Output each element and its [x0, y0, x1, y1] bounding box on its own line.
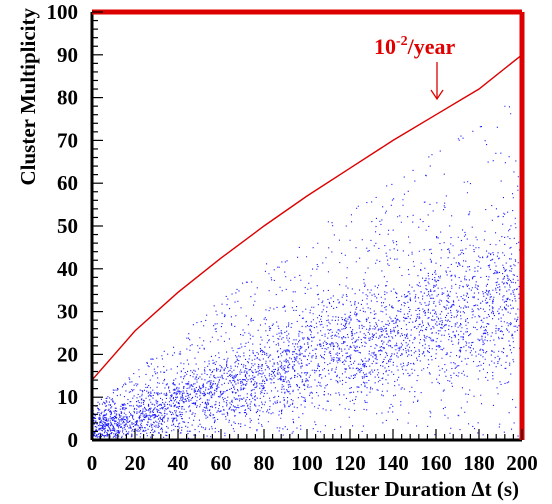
x-tick-label: 160 [420, 451, 452, 475]
y-tick-label: 20 [57, 342, 78, 366]
y-tick-label: 30 [57, 300, 78, 324]
x-tick-label: 0 [87, 451, 98, 475]
y-tick-label: 50 [57, 214, 78, 238]
y-axis-label: Cluster Multiplicity [16, 8, 40, 186]
x-tick-label: 140 [377, 451, 409, 475]
x-tick-labels: 0 20 40 60 80 100 120 140 160 180 200 [87, 451, 538, 475]
y-tick-label: 0 [68, 428, 79, 452]
rate-annotation: 10-2/year [374, 34, 456, 101]
y-tick-label: 70 [57, 128, 78, 152]
annotation-suffix: /year [407, 34, 456, 59]
x-tick-label: 20 [125, 451, 146, 475]
y-tick-label: 10 [57, 385, 78, 409]
x-tick-label: 180 [463, 451, 495, 475]
x-tick-label: 80 [254, 451, 275, 475]
plot-frame [90, 9, 525, 442]
x-tick-label: 100 [291, 451, 323, 475]
y-tick-label: 100 [47, 0, 79, 24]
x-tick-label: 40 [168, 451, 189, 475]
y-tick-label: 80 [57, 86, 78, 110]
y-tick-label: 60 [57, 171, 78, 195]
data-points [92, 105, 523, 439]
annotation-text: 10-2/year [374, 34, 456, 59]
axis-ticks [91, 11, 523, 441]
rate-curve-line [91, 54, 523, 381]
y-tick-label: 40 [57, 257, 78, 281]
annotation-arrow-head [430, 89, 444, 101]
annotation-superscript: -2 [396, 34, 408, 49]
x-tick-label: 120 [334, 451, 366, 475]
y-tick-labels: 0 10 20 30 40 50 60 70 80 90 100 [47, 0, 79, 452]
points-layer [92, 105, 523, 439]
x-axis-label: Cluster Duration Δt (s) [313, 477, 519, 501]
x-tick-label: 60 [211, 451, 232, 475]
annotation-base: 10 [374, 34, 396, 59]
x-tick-label: 200 [506, 451, 538, 475]
y-tick-label: 90 [57, 43, 78, 67]
